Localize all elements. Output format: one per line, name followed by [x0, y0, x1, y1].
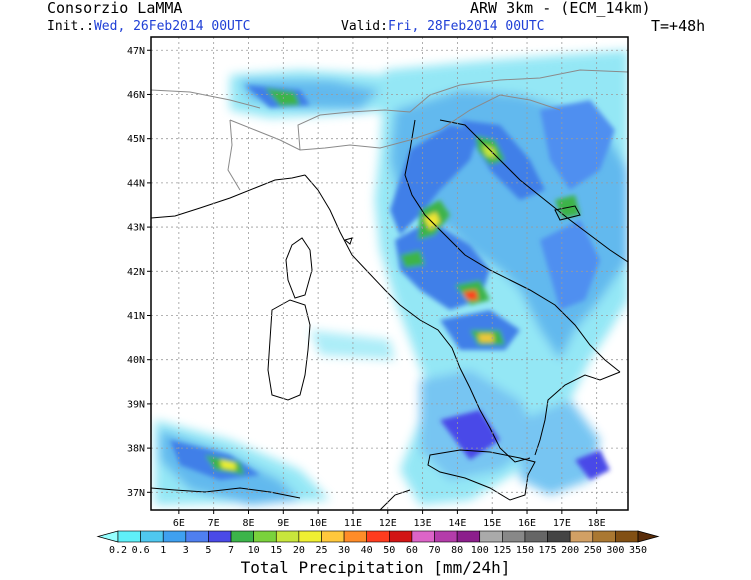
colorbar-swatch [117, 530, 141, 543]
colorbar-level-label: 3 [182, 545, 189, 556]
lon-tick-label: 15E [483, 518, 501, 529]
colorbar-level-label: 80 [451, 545, 464, 556]
colorbar-swatch [456, 530, 481, 543]
lon-tick-label: 9E [277, 518, 289, 529]
colorbar-swatch [366, 530, 390, 543]
lon-tick-label: 18E [588, 518, 606, 529]
lat-tick-label: 44N [127, 178, 145, 189]
colorbar-swatch [140, 530, 164, 543]
init-line: Init.:Wed, 26Feb2014 00UTC [47, 20, 251, 33]
colorbar-swatch [343, 530, 367, 543]
colorbar-swatch [615, 530, 639, 543]
lat-tick-label: 41N [127, 311, 145, 322]
lon-tick-label: 8E [242, 518, 254, 529]
lon-tick-label: 17E [553, 518, 571, 529]
lon-tick-label: 7E [208, 518, 220, 529]
colorbar-level-label: 50 [383, 545, 396, 556]
colorbar-level-label: 15 [270, 545, 283, 556]
colorbar-level-label: 70 [428, 545, 441, 556]
lat-tick-label: 46N [127, 90, 145, 101]
colorbar-swatch [253, 530, 277, 543]
colorbar-swatch [502, 530, 526, 543]
colorbar-level-label: 25 [315, 545, 328, 556]
longitude-axis: 6E 7E 8E 9E 10E 11E 12E 13E 14E 15E 16E 17E 18E [173, 510, 606, 529]
colorbar-level-label: 1 [160, 545, 167, 556]
colorbar-level-label: 125 [493, 545, 512, 556]
valid-value: Fri, 28Feb2014 00UTC [387, 19, 545, 34]
arrow-left-triangle-icon [96, 530, 119, 543]
colorbar-level-label: 200 [561, 545, 580, 556]
lon-tick-label: 12E [379, 518, 397, 529]
graticule [151, 37, 628, 510]
colorbar-swatch [298, 530, 322, 543]
colorbar-swatch [230, 530, 254, 543]
colorbar-title: Total Precipitation [mm/24h] [240, 558, 511, 577]
colorbar-level-label: 40 [360, 545, 373, 556]
lat-tick-label: 43N [127, 223, 145, 234]
colorbar-level-label: 300 [606, 545, 625, 556]
map-frame [150, 36, 629, 511]
colorbar-swatch [434, 530, 458, 543]
model-title: ARW 3km - (ECM_14km) [470, 0, 651, 17]
country-borders [151, 69, 628, 191]
colorbar-swatch [479, 530, 503, 543]
colorbar-level-label: 350 [628, 545, 648, 556]
colorbar-level-label: 30 [338, 545, 351, 556]
lat-tick-label: 40N [127, 355, 145, 366]
lon-tick-label: 14E [448, 518, 466, 529]
colorbar-swatch [569, 530, 594, 543]
lat-tick-label: 38N [127, 444, 145, 455]
colorbar-swatch [592, 530, 616, 543]
arrow-right-triangle-icon [637, 530, 660, 543]
lat-tick-label: 37N [127, 488, 145, 499]
colorbar-level-label: 60 [405, 545, 418, 556]
colorbar-swatch [321, 530, 345, 543]
lat-tick-label: 39N [127, 399, 145, 410]
precipitation-field [155, 50, 628, 505]
colorbar-level-label: 150 [515, 545, 534, 556]
valid-label: Valid: [341, 19, 388, 34]
coastlines [151, 119, 628, 510]
init-label: Init.: [47, 19, 94, 34]
init-value: Wed, 26Feb2014 00UTC [93, 19, 251, 34]
lon-tick-label: 16E [518, 518, 536, 529]
valid-line: Valid:Fri, 28Feb2014 00UTC [341, 20, 545, 33]
lat-tick-label: 45N [127, 134, 145, 145]
lat-tick-label: 42N [127, 267, 145, 278]
lat-tick-label: 47N [127, 46, 145, 57]
lon-tick-label: 10E [309, 518, 327, 529]
colorbar-level-label: 20 [292, 545, 305, 556]
colorbar-level-label: 100 [470, 545, 489, 556]
colorbar-swatch [524, 530, 548, 543]
colorbar-level-label: 0.2 [108, 545, 128, 556]
colorbar-swatch [389, 530, 413, 543]
producer-title: Consorzio LaMMA [47, 0, 183, 17]
colorbar-level-label: 250 [583, 545, 602, 556]
colorbar-swatch [185, 530, 209, 543]
colorbar-swatch [411, 530, 435, 543]
colorbar-level-label: 0.6 [131, 545, 150, 556]
colorbar-level-label: 175 [538, 545, 557, 556]
colorbar [96, 530, 660, 543]
lon-tick-label: 11E [344, 518, 362, 529]
colorbar-swatch [208, 530, 232, 543]
colorbar-swatch [547, 530, 571, 543]
forecast-step: T=+48h [651, 17, 706, 35]
lon-tick-label: 13E [414, 518, 432, 529]
colorbar-swatch [162, 530, 187, 543]
colorbar-swatch [275, 530, 300, 543]
colorbar-level-label: 10 [247, 545, 260, 556]
latitude-axis: 37N 38N 39N 40N 41N 42N 43N 44N 45N 46N 47N [127, 46, 151, 499]
colorbar-level-label: 5 [205, 545, 212, 556]
colorbar-level-label: 7 [228, 545, 235, 556]
lon-tick-label: 6E [173, 518, 185, 529]
